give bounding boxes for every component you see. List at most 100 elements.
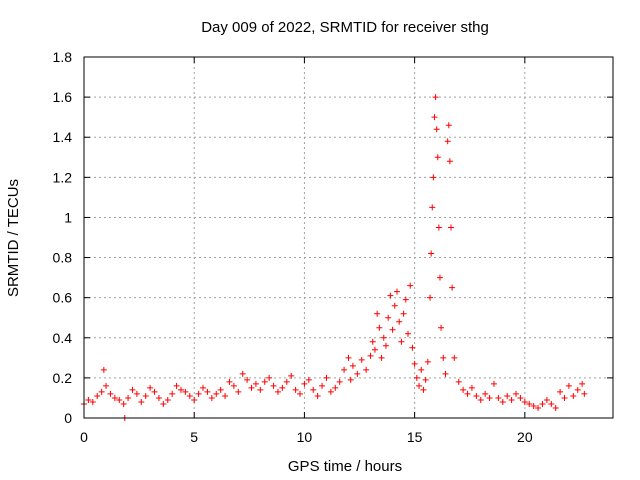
data-point [411, 360, 418, 367]
data-point [440, 354, 447, 361]
data-point [252, 380, 259, 387]
data-point [89, 398, 96, 405]
y-tick-label: 1.8 [53, 49, 73, 65]
data-point [363, 366, 370, 373]
data-point [305, 376, 312, 383]
data-point [283, 378, 290, 385]
data-point [279, 384, 286, 391]
data-point [574, 386, 581, 393]
data-point [103, 382, 110, 389]
data-point [310, 386, 317, 393]
data-point [473, 392, 480, 399]
data-point [430, 174, 437, 181]
data-point [169, 390, 176, 397]
data-point [389, 326, 396, 333]
data-point [530, 402, 537, 409]
data-point [164, 396, 171, 403]
data-point [341, 366, 348, 373]
data-point [429, 204, 436, 211]
data-point [138, 398, 145, 405]
data-point [204, 388, 211, 395]
data-point [444, 138, 451, 145]
data-point [570, 392, 577, 399]
data-point [431, 114, 438, 121]
data-point [393, 288, 400, 295]
x-axis-ticks: 0 5 10 15 20 [80, 57, 533, 445]
data-point [548, 400, 555, 407]
data-point [486, 394, 493, 401]
data-point [274, 388, 281, 395]
data-point [261, 378, 268, 385]
data-point [374, 310, 381, 317]
data-point [116, 396, 123, 403]
data-point [517, 394, 524, 401]
data-point [400, 310, 407, 317]
data-point [177, 386, 184, 393]
data-point [561, 394, 568, 401]
data-point [376, 324, 383, 331]
data-point [129, 386, 136, 393]
data-point [464, 390, 471, 397]
data-point [449, 284, 456, 291]
data-point [319, 382, 326, 389]
data-point [391, 302, 398, 309]
data-point [195, 390, 202, 397]
data-point [385, 314, 392, 321]
y-tick-label: 0.6 [53, 290, 73, 306]
data-point [504, 392, 511, 399]
data-point [125, 394, 132, 401]
data-point [460, 386, 467, 393]
data-point [413, 374, 420, 381]
data-point [424, 358, 431, 365]
chart-title: Day 009 of 2022, SRMTID for receiver sth… [201, 19, 489, 36]
data-point [213, 390, 220, 397]
data-point [332, 384, 339, 391]
data-point [147, 384, 154, 391]
data-point [151, 388, 158, 395]
data-point [405, 330, 412, 337]
data-point [314, 392, 321, 399]
data-point [398, 338, 405, 345]
data-point [182, 388, 189, 395]
data-point [422, 376, 429, 383]
data-point [477, 396, 484, 403]
y-axis-label: SRMTID / TECUs [5, 179, 22, 297]
plot-border [83, 56, 614, 419]
data-point [248, 384, 255, 391]
data-point [378, 354, 385, 361]
data-point [244, 376, 251, 383]
data-point [557, 388, 564, 395]
data-point [434, 154, 441, 161]
data-point [579, 380, 586, 387]
data-point [420, 386, 427, 393]
data-point [442, 370, 449, 377]
data-point [543, 396, 550, 403]
x-tick-label: 5 [190, 429, 198, 445]
data-point [230, 382, 237, 389]
data-point [409, 344, 416, 351]
data-point [270, 382, 277, 389]
data-point [217, 386, 224, 393]
data-point [301, 380, 308, 387]
data-point [160, 400, 167, 407]
data-point [428, 250, 435, 257]
data-point [358, 356, 365, 363]
data-point [369, 338, 376, 345]
data-points [81, 94, 588, 421]
data-point [257, 386, 264, 393]
data-point [521, 398, 528, 405]
data-point [435, 224, 442, 231]
data-point [327, 388, 334, 395]
data-point [581, 390, 588, 397]
data-point [535, 404, 542, 411]
data-point [495, 394, 502, 401]
data-point [418, 366, 425, 373]
data-point [98, 388, 105, 395]
data-point [288, 372, 295, 379]
data-point [427, 294, 434, 301]
data-point [297, 390, 304, 397]
data-point [133, 390, 140, 397]
grid-lines [84, 57, 613, 418]
data-point [446, 158, 453, 165]
